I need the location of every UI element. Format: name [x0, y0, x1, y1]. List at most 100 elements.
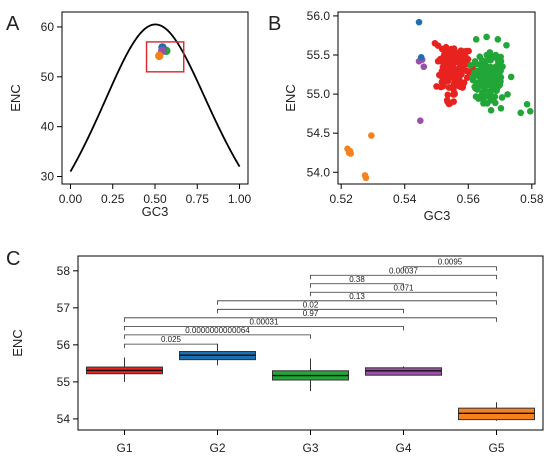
scatter-point — [439, 82, 447, 90]
scatter-point — [487, 64, 494, 71]
panel-a: A 0.00 0.25 0.50 0.75 1.00 30 40 50 60 GC3 ENC — [6, 11, 252, 219]
scatter-point — [483, 51, 491, 59]
scatter-point — [507, 73, 515, 81]
y-tick-label: 55.0 — [307, 87, 331, 101]
scatter-point — [464, 55, 472, 63]
scatter-point — [347, 150, 355, 157]
scatter-point — [467, 62, 474, 69]
panel-b: B 0.52 0.54 0.56 0.58 54.0 54.5 55.0 55.5 56.0 G… — [268, 9, 544, 223]
scatter-point — [473, 60, 480, 68]
scatter-point — [434, 57, 442, 65]
x-tick-label: 1.00 — [228, 192, 252, 206]
panel-a-y-axis-title: ENC — [8, 84, 23, 111]
scatter-point — [368, 132, 375, 139]
scatter-point — [483, 33, 490, 41]
comparison-pvalue: 0.02 — [303, 300, 319, 309]
x-tick-label: 0.52 — [329, 192, 353, 206]
scatter-point — [444, 98, 451, 106]
y-tick-label: 54.0 — [307, 165, 331, 179]
scatter-point — [476, 53, 484, 60]
comparison-pvalue: 0.0000000000064 — [185, 326, 250, 335]
scatter-point — [441, 50, 448, 58]
scatter-point — [417, 54, 425, 61]
x-tick-label: G5 — [488, 441, 504, 455]
scatter-point — [487, 107, 495, 114]
comparison-bracket — [124, 317, 497, 322]
x-tick-label: 0.25 — [101, 192, 125, 206]
scatter-point — [517, 109, 524, 117]
y-tick-label: 56.0 — [307, 9, 331, 23]
y-tick-label: 54.5 — [307, 126, 331, 140]
scatter-point — [451, 90, 458, 98]
scatter-point — [444, 91, 452, 99]
x-tick-label: 0.00 — [59, 192, 83, 206]
expected-enc-curve — [69, 23, 241, 172]
x-tick-label: 0.50 — [143, 192, 167, 206]
panel-a-plot-frame — [61, 11, 249, 185]
scatter-point — [415, 18, 423, 26]
scatter-point — [442, 73, 449, 80]
panel-c-plot-frame — [77, 255, 544, 431]
scatter-point — [470, 69, 478, 77]
comparison-bracket — [124, 334, 311, 339]
scatter-point — [450, 85, 457, 93]
panel-b-y-axis-title: ENC — [283, 84, 298, 111]
scatter-point — [472, 36, 480, 43]
scatter-point — [494, 36, 502, 43]
scatter-point — [417, 117, 424, 124]
scatter-point — [463, 67, 471, 75]
scatter-point — [455, 72, 463, 80]
scatter-point — [473, 79, 480, 87]
scatter-point — [498, 94, 506, 101]
comparison-bracket — [310, 274, 497, 280]
scatter-point — [450, 98, 457, 105]
y-tick-label: 57 — [57, 301, 71, 315]
comparison-bracket — [217, 300, 497, 305]
comparison-bracket — [124, 325, 404, 331]
comparison-bracket — [217, 308, 404, 314]
comparison-pvalue: 0.97 — [303, 309, 319, 318]
scatter-point — [504, 91, 511, 98]
scatter-point — [526, 107, 534, 115]
scatter-point — [459, 83, 467, 90]
panel-b-letter: B — [268, 13, 281, 35]
box-G4 — [365, 367, 442, 376]
panel-c-y-axis-title: ENC — [10, 329, 25, 356]
scatter-point — [491, 93, 499, 101]
y-tick-label: 60 — [41, 20, 55, 34]
comparison-pvalue: 0.00037 — [389, 266, 418, 275]
comparison-pvalue: 0.00031 — [250, 317, 279, 326]
y-tick-label: 58 — [57, 264, 71, 278]
y-tick-label: 55.5 — [307, 48, 331, 62]
panel-c-letter: C — [6, 248, 20, 270]
scatter-point — [434, 42, 442, 49]
scatter-point — [478, 71, 485, 79]
scatter-point — [497, 67, 504, 75]
comparison-bracket — [403, 266, 497, 271]
comparison-bracket — [124, 343, 218, 349]
x-tick-label: 0.58 — [520, 192, 544, 206]
panel-a-x-axis-title: GC3 — [142, 204, 169, 219]
scatter-point — [503, 41, 510, 49]
scatter-point — [497, 104, 505, 112]
comparison-pvalue: 0.38 — [349, 275, 365, 284]
comparison-pvalue: 0.025 — [161, 335, 182, 344]
scatter-point — [481, 76, 489, 84]
scatter-point — [420, 63, 428, 71]
scatter-point — [442, 43, 450, 51]
scatter-point — [489, 86, 496, 93]
x-tick-label: 0.56 — [457, 192, 481, 206]
comparison-pvalue: 0.071 — [393, 283, 414, 292]
y-tick-label: 40 — [41, 120, 55, 134]
scatter-point — [440, 59, 448, 67]
y-tick-label: 55 — [57, 375, 71, 389]
panel-b-x-axis-title: GC3 — [424, 208, 451, 223]
y-tick-label: 50 — [41, 70, 55, 84]
scatter-point — [497, 57, 505, 65]
panel-a-letter: A — [6, 13, 20, 35]
scatter-point — [481, 90, 489, 98]
y-tick-label: 30 — [41, 170, 55, 184]
comparison-bracket — [310, 291, 497, 297]
